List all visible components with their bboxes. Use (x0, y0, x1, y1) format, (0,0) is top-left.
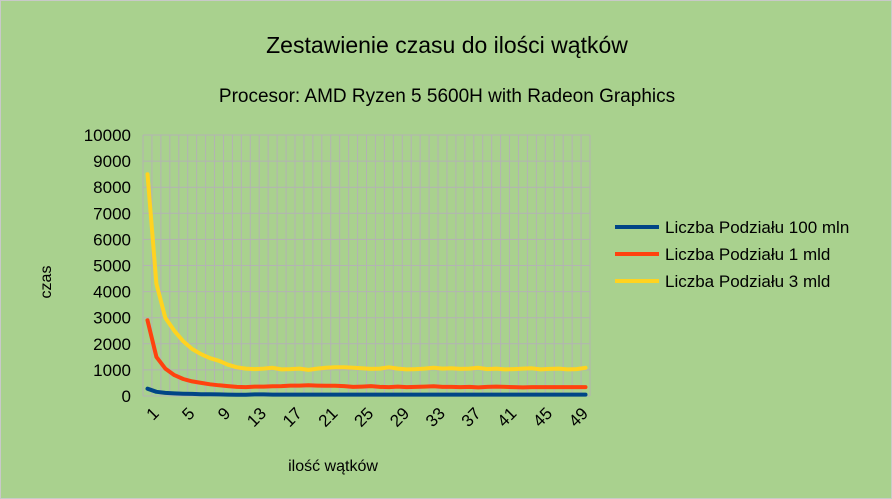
x-tick-label: 29 (386, 404, 413, 431)
chart-title: Zestawienie czasu do ilości wątków (266, 32, 628, 58)
legend-label-1: Liczba Podziału 100 mln (665, 218, 849, 237)
x-tick-label: 41 (494, 404, 521, 431)
x-tick-label: 25 (351, 404, 378, 431)
x-tick-label: 33 (422, 404, 449, 431)
chart-subtitle: Procesor: AMD Ryzen 5 5600H with Radeon … (219, 86, 675, 107)
y-tick-label: 0 (122, 387, 131, 406)
series-line-1 (145, 386, 588, 397)
y-tick-label: 9000 (93, 152, 131, 171)
legend-label-3: Liczba Podziału 3 mld (665, 272, 830, 291)
legend-label-2: Liczba Podziału 1 mld (665, 245, 830, 264)
x-axis-label: ilość wątków (288, 458, 378, 475)
x-tick-label: 37 (458, 404, 485, 431)
y-tick-label: 2000 (93, 335, 131, 354)
series-line-2 (145, 318, 588, 390)
y-tick-label: 4000 (93, 283, 131, 302)
y-tick-label: 3000 (93, 309, 131, 328)
plot-area: 0 1000 2000 3000 4000 5000 6000 7000 8000 9000 100… (84, 126, 592, 431)
x-tick-label: 1 (143, 404, 163, 424)
y-axis-label: czas (38, 266, 55, 299)
y-tick-label: 7000 (93, 204, 131, 223)
y-tick-label: 6000 (93, 230, 131, 249)
x-tick-label: 21 (315, 404, 342, 431)
y-tick-label: 8000 (93, 178, 131, 197)
y-tick-label: 10000 (84, 126, 131, 145)
y-tick-label: 1000 (93, 361, 131, 380)
x-tick-label: 49 (565, 404, 592, 431)
x-tick-label: 9 (214, 404, 234, 424)
x-tick-label: 17 (279, 404, 306, 431)
series-line-3 (145, 172, 588, 372)
x-tick-label: 13 (243, 404, 270, 431)
x-tick-label: 45 (529, 404, 556, 431)
chart-legend: Liczba Podziału 100 mln Liczba Podziału 1… (615, 218, 849, 291)
x-tick-label: 5 (178, 404, 198, 424)
y-tick-label: 5000 (93, 257, 131, 276)
